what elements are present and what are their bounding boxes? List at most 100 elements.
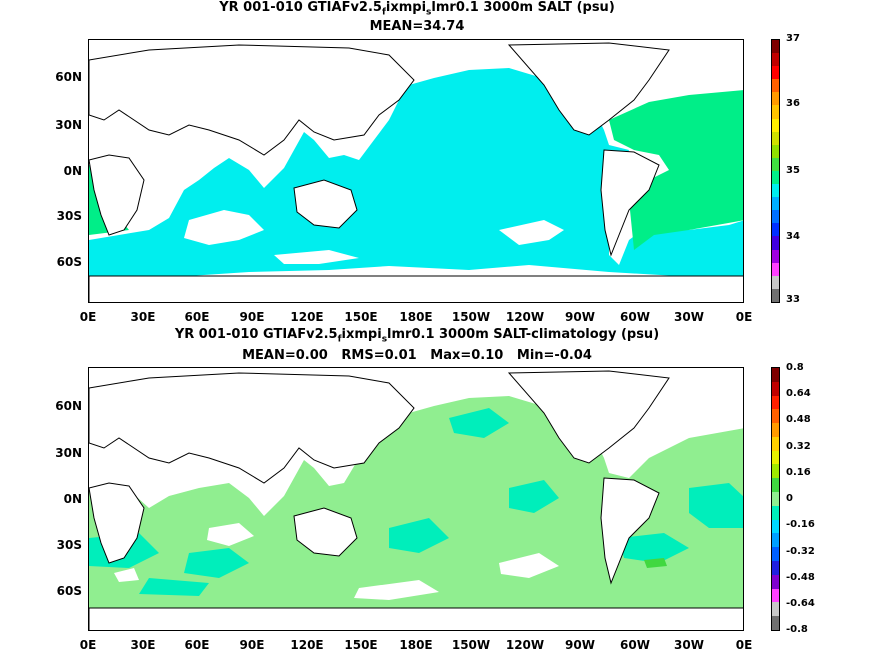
map1-lon-9: 90W	[565, 310, 595, 324]
map1-lon-1: 30E	[130, 310, 156, 324]
map2-cb-label-5: 0	[786, 493, 793, 504]
map1-colorbar-segment	[772, 40, 779, 54]
map1-colorbar-segment	[772, 210, 779, 224]
map1-lat-30N: 30N	[55, 118, 82, 132]
map2-title-part2: ixmpi	[341, 327, 382, 342]
map2-title-line1: YR 001-010 GTIAFv2.5fixmpislmr0.1 3000m …	[0, 327, 834, 345]
map1-lon-4: 120E	[290, 310, 324, 324]
map1-colorbar-segment	[772, 105, 779, 119]
map2-lat-60N: 60N	[55, 399, 82, 413]
map2-hole-3	[354, 580, 439, 600]
map1-colorbar	[771, 39, 780, 303]
map2-lon-1: 30E	[130, 638, 156, 652]
map2-colorbar-segment	[772, 409, 779, 424]
map1-colorbar-segment	[772, 170, 779, 185]
map1-colorbar-segment	[772, 118, 779, 132]
map1-lon-2: 60E	[184, 310, 210, 324]
map1-eurasia	[89, 44, 415, 156]
map2-colorbar-segment	[772, 505, 779, 520]
map2-australia	[293, 507, 358, 557]
map2-cb-label-10: -0.8	[786, 624, 808, 635]
map1-colorbar-segment	[772, 184, 779, 198]
map2-cb-label-2: 0.48	[786, 414, 811, 425]
map1-lat-60N: 60N	[55, 70, 82, 84]
map1-lat-0N: 0N	[63, 164, 82, 178]
map1-north-america	[507, 42, 670, 136]
map2-title-part3: lmr0.1 3000m SALT-climatology (psu)	[387, 327, 660, 342]
map2-lon-5: 150E	[344, 638, 378, 652]
map1-colorbar-segment	[772, 157, 779, 171]
map1-colorbar-segment	[772, 262, 779, 276]
map2-lon-6: 180E	[399, 638, 433, 652]
map1-colorbar-segment	[772, 92, 779, 106]
map1-cb-label-35: 35	[786, 165, 800, 176]
map1-atlantic-field	[609, 90, 743, 250]
map1-lon-10: 60W	[620, 310, 650, 324]
map2-zero-patches	[89, 408, 743, 596]
map2-eurasia	[89, 372, 415, 484]
map2-lat-60S: 60S	[56, 584, 82, 598]
map2-colorbar-segment	[772, 436, 779, 451]
map1-colorbar-segment	[772, 53, 779, 67]
map2-plot	[88, 367, 744, 631]
map2-zero-patch-2	[184, 548, 249, 578]
map2-lon-11: 30W	[674, 638, 704, 652]
map1-lon-6: 180E	[399, 310, 433, 324]
map2-title-part: YR 001-010 GTIAFv2.5	[174, 327, 338, 342]
map1-lat-30S: 30S	[56, 209, 82, 223]
map1-colorbar-segment	[772, 236, 779, 250]
map2-positive-spot	[644, 558, 667, 568]
map1-ocean-hole-south	[499, 220, 564, 245]
map2-lon-9: 90W	[565, 638, 595, 652]
map1-lon-5: 150E	[344, 310, 378, 324]
map2-colorbar-segment	[772, 381, 779, 396]
map2-lat-0N: 0N	[63, 492, 82, 506]
map2-colorbar	[771, 367, 780, 631]
map2-zero-patch-3	[389, 518, 449, 553]
map2-colorbar-segment	[772, 492, 779, 506]
map1-cb-label-36: 36	[786, 98, 800, 109]
map1-continents	[89, 42, 743, 302]
map2-colorbar-segment	[772, 464, 779, 479]
map2-lon-8: 120W	[505, 638, 545, 652]
map2-south-america	[600, 477, 660, 585]
map2-colorbar-segment	[772, 519, 779, 534]
map1-australia	[293, 179, 358, 229]
map1-cb-label-34: 34	[786, 231, 800, 242]
map2-lon-0: 0E	[79, 638, 97, 652]
map2-africa	[89, 482, 145, 564]
map2-lon-3: 90E	[239, 638, 265, 652]
map1-lat-60S: 60S	[56, 255, 82, 269]
map2-cb-label-1: 0.64	[786, 388, 811, 399]
map1-colorbar-segment	[772, 79, 779, 93]
map2-colorbar-segment	[772, 547, 779, 561]
map2-title-line2: MEAN=0.00 RMS=0.01 Max=0.10 Min=-0.04	[242, 348, 592, 363]
map2-north-america	[507, 370, 670, 464]
map1-colorbar-segment	[772, 197, 779, 211]
map1-plot	[88, 39, 744, 303]
map2-lon-10: 60W	[620, 638, 650, 652]
map2-lat-30S: 30S	[56, 538, 82, 552]
map2-cb-label-3: 0.32	[786, 441, 811, 452]
map2-colorbar-segment	[772, 560, 779, 575]
map2-colorbar-segment	[772, 395, 779, 410]
map1-lon-11: 30W	[674, 310, 704, 324]
map2-colorbar-segment	[772, 478, 779, 493]
map2-colorbar-segment	[772, 368, 779, 382]
map1-lon-12: 0E	[735, 310, 753, 324]
map2-hole-4	[114, 568, 139, 582]
map2-colorbar-segment	[772, 588, 779, 603]
map1-antarctica	[89, 275, 743, 302]
map2-cb-label-0: 0.8	[786, 362, 804, 373]
map2-antarctica	[89, 607, 743, 630]
map2-cb-label-8: -0.48	[786, 572, 815, 583]
map1-colorbar-segment	[772, 275, 779, 289]
map1-ocean-hole-southeast	[274, 250, 359, 264]
map1-svg	[89, 40, 743, 302]
map2-colorbar-segment	[772, 533, 779, 548]
map1-colorbar-segment	[772, 249, 779, 263]
map2-lon-7: 150W	[451, 638, 491, 652]
map2-title-sub2: s	[381, 334, 388, 345]
map2-continents	[89, 370, 743, 630]
map2-colorbar-segment	[772, 602, 779, 617]
